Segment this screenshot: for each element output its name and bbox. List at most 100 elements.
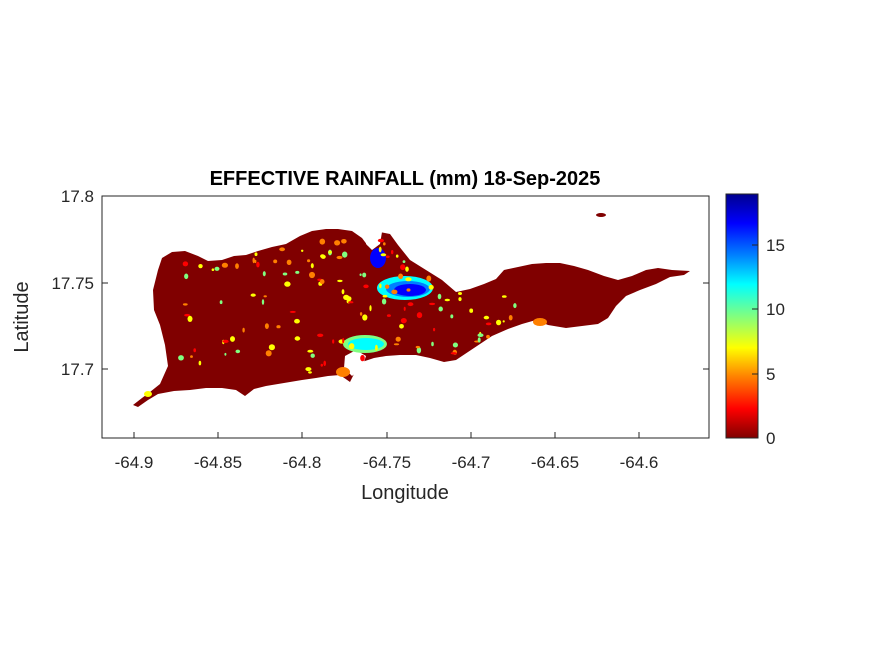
rainfall-speckle: [477, 333, 484, 338]
rainfall-speckle: [193, 348, 196, 353]
north-wet-zone: [370, 248, 386, 268]
rainfall-speckle: [214, 266, 220, 271]
rainfall-speckle: [348, 301, 354, 304]
rainfall-speckle: [224, 352, 227, 356]
rainfall-speckle: [334, 240, 341, 246]
rainfall-speckle: [328, 250, 332, 254]
rainfall-speckle: [342, 337, 345, 344]
rainfall-speckle: [250, 293, 256, 297]
rainfall-speckle: [284, 281, 291, 287]
rainfall-speckle: [323, 360, 327, 366]
rainfall-speckle: [398, 273, 404, 280]
salt-pond: [344, 350, 366, 376]
rainfall-speckle: [483, 315, 490, 320]
rainfall-speckle: [431, 341, 434, 347]
rainfall-speckle: [496, 319, 502, 326]
rainfall-speckle: [222, 339, 229, 343]
x-tick-label: -64.75: [363, 453, 411, 472]
rainfall-speckle: [337, 279, 343, 283]
rainfall-speckle: [242, 327, 245, 333]
colorbar-tick-label: 10: [766, 300, 785, 319]
map-title: EFFECTIVE RAINFALL (mm) 18-Sep-2025: [210, 168, 601, 190]
rainfall-speckle: [342, 251, 348, 258]
rainfall-speckle: [309, 271, 315, 279]
rainfall-speckle: [362, 272, 367, 278]
rainfall-speckle: [377, 238, 384, 243]
rainfall-speckle: [444, 298, 450, 302]
rainfall-speckle: [428, 284, 434, 290]
x-axis-label: Longitude: [361, 482, 449, 504]
rainfall-speckle: [254, 252, 258, 256]
rainfall-speckle: [343, 294, 350, 300]
rainfall-speckle: [469, 308, 474, 313]
colorbar-gradient: [725, 193, 759, 439]
rainfall-speckle: [341, 289, 345, 295]
rainfall-speckle: [416, 347, 422, 354]
rainfall-speckle: [375, 344, 378, 351]
rainfall-speckle: [407, 302, 414, 307]
small-islet: [596, 213, 606, 217]
y-axis-label: Latitude: [11, 281, 33, 352]
y-tick-label: 17.7: [61, 360, 94, 379]
rainfall-speckle: [380, 253, 387, 257]
x-axis: -64.9 -64.85 -64.8 -64.75 -64.7 -64.65 -…: [115, 432, 658, 472]
rainfall-speckle: [405, 277, 412, 282]
rainfall-speckle: [429, 302, 436, 306]
colorbar-tick-label: 15: [766, 236, 785, 255]
rainfall-speckle: [378, 246, 382, 253]
rainfall-speckle: [393, 343, 400, 346]
rainfall-speckle: [198, 264, 203, 269]
rainfall-speckle: [400, 318, 407, 324]
rainfall-speckle: [341, 239, 347, 244]
rainfall-speckle: [182, 303, 188, 306]
rainfall-speckle: [308, 371, 312, 374]
rainfall-speckle: [369, 305, 372, 312]
rainfall-speckle: [406, 288, 411, 292]
rainfall-speckle: [403, 306, 406, 311]
rainfall-speckle: [295, 270, 300, 274]
rainfall-speckle: [273, 259, 278, 264]
colorbar-tick-label: 0: [766, 429, 775, 448]
rainfall-speckle: [320, 254, 325, 258]
rainfall-speckle: [276, 325, 281, 329]
rainfall-speckle: [395, 336, 401, 342]
rainfall-speckle: [402, 260, 406, 263]
rainfall-speckle: [416, 312, 423, 319]
rainfall-speckle: [382, 294, 388, 298]
rainfall-speckle: [450, 352, 457, 355]
x-tick-label: -64.8: [283, 453, 322, 472]
rainfall-speckle: [395, 254, 399, 258]
rainfall-speckle: [399, 324, 404, 329]
rainfall-speckle: [301, 249, 304, 252]
rainfall-speckle: [219, 300, 223, 305]
rainfall-speckle: [438, 306, 443, 312]
rainfall-speckle: [235, 349, 241, 354]
rainfall-speckle: [190, 355, 193, 358]
rainfall-speckle: [263, 295, 267, 298]
rainfall-speckle: [502, 320, 505, 323]
rainfall-speckle: [310, 263, 314, 269]
colorbar-tick-label: 5: [766, 365, 775, 384]
rainfall-speckle: [379, 283, 382, 289]
rainfall-speckle: [289, 310, 296, 313]
rainfall-speckle: [381, 298, 387, 305]
rainfall-speckle: [307, 259, 311, 263]
rainfall-speckle: [261, 299, 265, 305]
rainfall-speckle: [383, 242, 386, 246]
rainfall-speckle: [359, 312, 363, 316]
north-bay: [366, 228, 382, 250]
rainfall-speckle: [386, 314, 391, 317]
rainfall-speckle: [178, 355, 184, 361]
rainfall-speckle: [501, 295, 507, 298]
rainfall-speckle: [385, 255, 390, 258]
rainfall-speckle: [235, 263, 239, 269]
southeast-orange-spot: [533, 318, 547, 326]
island-layer: [133, 213, 690, 407]
rainfall-speckle: [336, 255, 343, 260]
rainfall-speckle: [433, 327, 436, 332]
rainfall-speckle: [349, 343, 355, 350]
rainfall-speckle: [508, 315, 513, 321]
rainfall-speckle: [458, 297, 462, 302]
rainfall-speckle: [305, 367, 312, 372]
